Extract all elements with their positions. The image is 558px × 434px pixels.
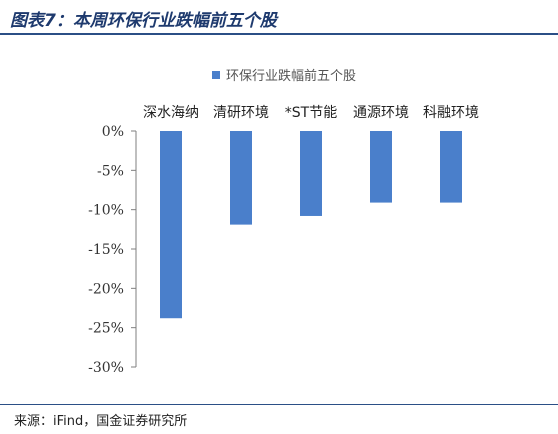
y-tick-label: -20%	[88, 281, 124, 297]
bar	[440, 131, 462, 203]
y-tick-label: -5%	[97, 163, 124, 179]
bars	[160, 131, 462, 319]
y-tick-label: -10%	[88, 203, 124, 219]
legend-swatch	[212, 71, 220, 79]
y-tick-label: -25%	[88, 321, 124, 337]
title-rule	[0, 33, 558, 35]
legend: 环保行业跌幅前五个股	[212, 68, 356, 84]
category-label: 科融环境	[423, 105, 479, 121]
y-tick-label: -30%	[88, 360, 124, 376]
category-label: 通源环境	[353, 105, 409, 121]
category-label: 深水海纳	[143, 105, 199, 121]
bar	[300, 131, 322, 216]
source-rule	[0, 404, 558, 405]
y-tick-label: 0%	[102, 124, 124, 140]
legend-label: 环保行业跌幅前五个股	[226, 68, 356, 84]
bar	[370, 131, 392, 203]
bar	[160, 131, 182, 319]
y-tick-label: -15%	[88, 242, 124, 258]
source-note: 来源：iFind，国金证券研究所	[14, 414, 188, 429]
bar-chart: 环保行业跌幅前五个股 0% -5% -10% -15% -20% -25% -30% 深水海…	[88, 68, 479, 376]
y-axis: 0% -5% -10% -15% -20% -25% -30%	[88, 124, 137, 376]
category-label: *ST节能	[285, 105, 337, 121]
chart-title: 图表7：本周环保行业跌幅前五个股	[10, 11, 277, 31]
bar	[230, 131, 252, 225]
category-labels: 深水海纳 清研环境 *ST节能 通源环境 科融环境	[143, 105, 479, 121]
category-label: 清研环境	[213, 105, 269, 121]
